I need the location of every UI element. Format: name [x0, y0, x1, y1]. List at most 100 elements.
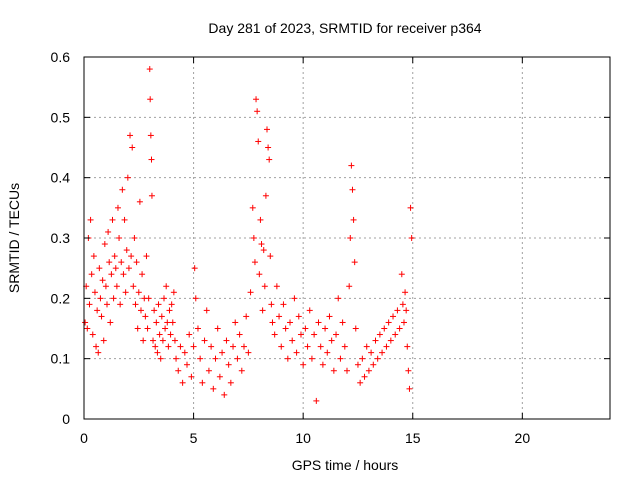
- data-point: [137, 307, 144, 314]
- data-point: [190, 343, 197, 350]
- data-point: [97, 295, 104, 302]
- data-point: [259, 307, 266, 314]
- x-axis-ticks: 0 5 10 15 20: [80, 57, 530, 446]
- data-point: [116, 235, 123, 241]
- data-point: [381, 325, 388, 332]
- data-point: [265, 144, 272, 151]
- data-point: [188, 373, 195, 380]
- data-point: [216, 373, 223, 380]
- data-point: [107, 319, 114, 326]
- data-point: [121, 216, 128, 223]
- data-point: [282, 325, 289, 332]
- data-point: [89, 331, 96, 338]
- data-point: [98, 313, 105, 320]
- data-point: [163, 283, 170, 290]
- data-point: [399, 301, 406, 308]
- x-tick-label: 20: [515, 430, 531, 446]
- data-point: [280, 301, 287, 308]
- data-point: [118, 259, 125, 266]
- data-point: [287, 319, 294, 326]
- data-point: [230, 343, 237, 350]
- data-point: [245, 349, 252, 356]
- data-point: [339, 319, 346, 326]
- data-point: [238, 367, 245, 374]
- data-point: [154, 349, 161, 356]
- data-point: [86, 301, 93, 308]
- data-point: [326, 313, 333, 320]
- data-point: [253, 96, 260, 103]
- data-point: [335, 295, 342, 302]
- data-point: [333, 331, 340, 338]
- data-point: [148, 192, 155, 199]
- data-point: [205, 367, 212, 374]
- data-point: [88, 271, 95, 278]
- data-point: [306, 307, 313, 314]
- data-point: [108, 271, 115, 278]
- data-point: [177, 343, 184, 350]
- data-point: [84, 325, 91, 332]
- data-point: [407, 204, 414, 211]
- data-point: [354, 361, 361, 368]
- data-point: [171, 337, 178, 344]
- data-point: [254, 108, 261, 115]
- data-point: [268, 301, 275, 308]
- data-point: [109, 216, 116, 223]
- data-point: [400, 319, 407, 326]
- data-point: [111, 253, 118, 260]
- data-point: [156, 331, 163, 338]
- data-point: [264, 126, 271, 133]
- data-point: [87, 216, 94, 223]
- x-axis-label: GPS time / hours: [292, 457, 399, 473]
- data-points: [82, 66, 415, 404]
- y-axis-ticks: 0 0.1 0.2 0.3 0.4 0.5 0.6: [51, 49, 610, 427]
- data-point: [313, 397, 320, 404]
- data-point: [405, 367, 412, 374]
- data-point: [359, 355, 366, 362]
- data-point: [257, 216, 264, 223]
- data-point: [291, 295, 298, 302]
- data-point: [102, 283, 109, 290]
- data-point: [147, 132, 154, 139]
- data-point: [113, 283, 120, 290]
- data-point: [212, 355, 219, 362]
- data-point: [368, 349, 375, 356]
- data-point: [344, 367, 350, 374]
- data-point: [227, 379, 234, 386]
- data-point: [337, 355, 344, 362]
- data-point: [363, 343, 370, 350]
- data-point: [260, 247, 267, 254]
- y-tick-label: 0.3: [51, 230, 71, 246]
- x-tick-label: 15: [405, 430, 421, 446]
- data-point: [403, 307, 410, 314]
- data-point: [105, 228, 112, 235]
- data-point: [162, 325, 169, 332]
- data-point: [262, 192, 269, 199]
- data-point: [139, 271, 146, 278]
- data-point: [402, 289, 409, 296]
- data-point: [130, 283, 137, 290]
- data-point: [330, 367, 337, 374]
- data-point: [129, 144, 136, 151]
- data-point: [144, 325, 151, 332]
- data-point: [104, 301, 111, 308]
- data-point: [374, 355, 381, 362]
- data-point: [82, 319, 89, 326]
- data-point: [214, 325, 221, 332]
- data-point: [295, 313, 302, 320]
- data-point: [376, 331, 383, 338]
- data-point: [219, 349, 226, 356]
- data-point: [300, 361, 307, 368]
- data-point: [168, 301, 175, 308]
- data-point: [114, 204, 121, 211]
- data-point: [192, 295, 199, 302]
- y-axis-label: SRMTID / TECUs: [6, 183, 22, 293]
- data-point: [258, 241, 265, 248]
- data-point: [243, 313, 250, 320]
- data-point: [385, 319, 392, 326]
- data-point: [383, 343, 390, 350]
- data-point: [90, 253, 97, 260]
- data-point: [135, 289, 142, 296]
- data-point: [240, 343, 247, 350]
- data-point: [95, 349, 102, 356]
